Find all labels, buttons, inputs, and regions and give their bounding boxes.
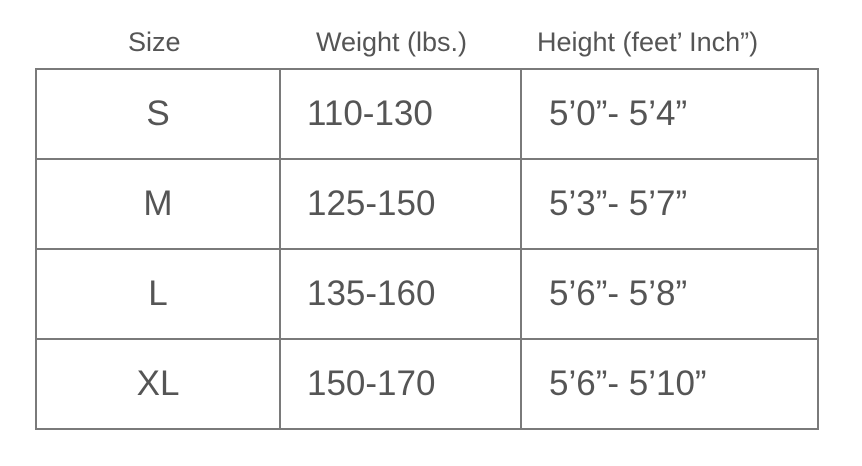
weight-cell: 110-130 [279,68,522,160]
weight-cell: 150-170 [279,338,522,430]
header-size: Size [128,27,181,57]
table-row: S 110-130 5’0”- 5’4” [35,68,819,160]
height-cell: 5’6”- 5’8” [520,248,819,340]
size-cell: M [35,158,281,250]
header-height: Height (feet’ Inch”) [537,27,759,57]
height-cell: 5’6”- 5’10” [520,338,819,430]
table-row: L 135-160 5’6”- 5’8” [35,248,819,340]
height-cell: 5’0”- 5’4” [520,68,819,160]
height-cell: 5’3”- 5’7” [520,158,819,250]
table-row: XL 150-170 5’6”- 5’10” [35,338,819,430]
size-cell: S [35,68,281,160]
size-chart-table: S 110-130 5’0”- 5’4” M 125-150 5’3”- 5’7… [35,68,819,430]
weight-cell: 135-160 [279,248,522,340]
size-cell: XL [35,338,281,430]
size-cell: L [35,248,281,340]
header-weight: Weight (lbs.) [316,27,468,57]
weight-cell: 125-150 [279,158,522,250]
table-row: M 125-150 5’3”- 5’7” [35,158,819,250]
